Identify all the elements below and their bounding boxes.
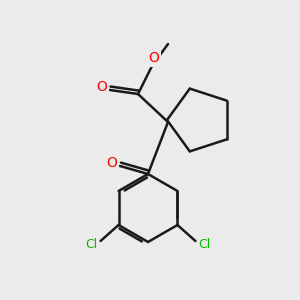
Text: Cl: Cl: [85, 238, 98, 251]
Text: O: O: [148, 51, 159, 65]
Text: O: O: [97, 80, 107, 94]
Text: Cl: Cl: [198, 238, 211, 251]
Text: O: O: [106, 156, 117, 170]
